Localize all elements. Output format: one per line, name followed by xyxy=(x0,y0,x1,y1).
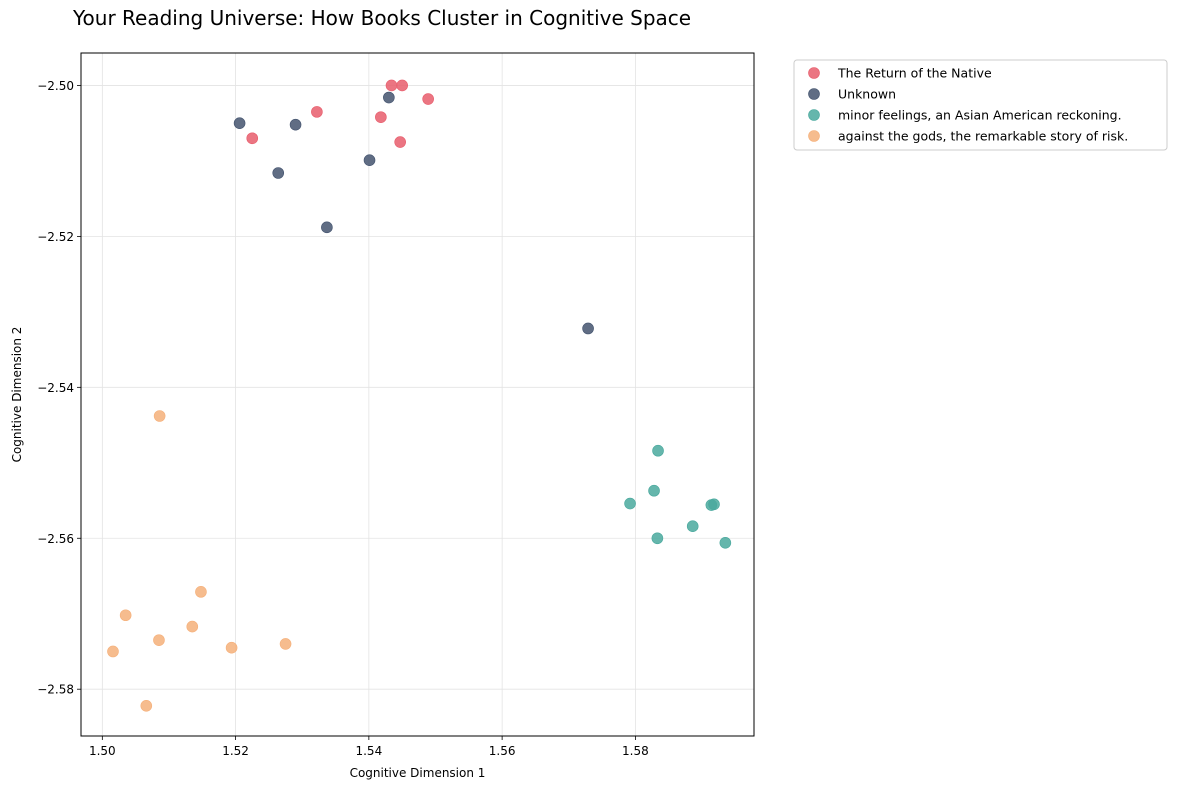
data-point xyxy=(648,484,660,497)
legend-label: Unknown xyxy=(838,87,896,102)
y-axis-label: Cognitive Dimension 2 xyxy=(10,327,24,463)
data-point xyxy=(375,111,387,123)
y-tick-label: −2.56 xyxy=(37,532,74,546)
data-point xyxy=(385,79,398,92)
data-point xyxy=(708,498,720,511)
data-point xyxy=(233,117,246,129)
x-axis-label: Cognitive Dimension 1 xyxy=(350,766,486,780)
x-axis-ticks: 1.50 1.52 1.54 1.56 1.58 xyxy=(89,736,649,758)
data-point xyxy=(119,609,132,622)
plot-frame xyxy=(80,52,755,737)
data-point xyxy=(195,586,207,598)
data-point xyxy=(652,444,664,457)
data-point xyxy=(107,645,119,658)
chart-title: Your Reading Universe: How Books Cluster… xyxy=(72,6,691,30)
y-tick-label: −2.54 xyxy=(37,381,74,395)
data-points xyxy=(107,79,732,712)
data-point xyxy=(363,154,376,166)
y-tick-label: −2.52 xyxy=(37,230,74,244)
y-axis-ticks: −2.50 −2.52 −2.54 −2.56 −2.58 xyxy=(37,79,81,697)
data-point xyxy=(582,322,594,335)
grid-lines xyxy=(81,53,754,736)
legend-marker xyxy=(808,88,820,100)
data-point xyxy=(140,700,153,712)
x-tick-label: 1.58 xyxy=(622,744,649,758)
data-point xyxy=(186,620,199,633)
x-tick-label: 1.54 xyxy=(355,744,382,758)
data-point xyxy=(394,136,406,148)
data-point xyxy=(225,641,238,654)
legend-marker xyxy=(808,130,820,142)
data-point xyxy=(289,118,302,131)
legend-marker xyxy=(808,109,820,121)
legend-label: The Return of the Native xyxy=(837,66,992,81)
legend-label: against the gods, the remarkable story o… xyxy=(838,129,1128,144)
data-point xyxy=(719,536,732,549)
data-point xyxy=(153,634,165,646)
data-point xyxy=(624,497,636,510)
data-point xyxy=(246,132,259,145)
data-point xyxy=(311,106,323,118)
y-tick-label: −2.50 xyxy=(37,79,74,93)
legend-marker xyxy=(808,67,820,79)
legend-box xyxy=(793,59,1168,151)
data-point xyxy=(686,520,699,532)
data-point xyxy=(422,93,434,105)
y-tick-label: −2.58 xyxy=(37,683,74,697)
legend-label: minor feelings, an Asian American reckon… xyxy=(838,108,1122,123)
data-point xyxy=(383,91,395,104)
data-point xyxy=(153,410,166,422)
data-point xyxy=(272,167,285,179)
data-point xyxy=(651,532,664,545)
legend: The Return of the Native Unknown minor fee… xyxy=(793,59,1168,151)
x-tick-label: 1.50 xyxy=(89,744,116,758)
data-point xyxy=(396,79,408,92)
x-tick-label: 1.56 xyxy=(489,744,516,758)
data-point xyxy=(279,638,292,650)
x-tick-label: 1.52 xyxy=(222,744,249,758)
data-point xyxy=(321,221,333,234)
